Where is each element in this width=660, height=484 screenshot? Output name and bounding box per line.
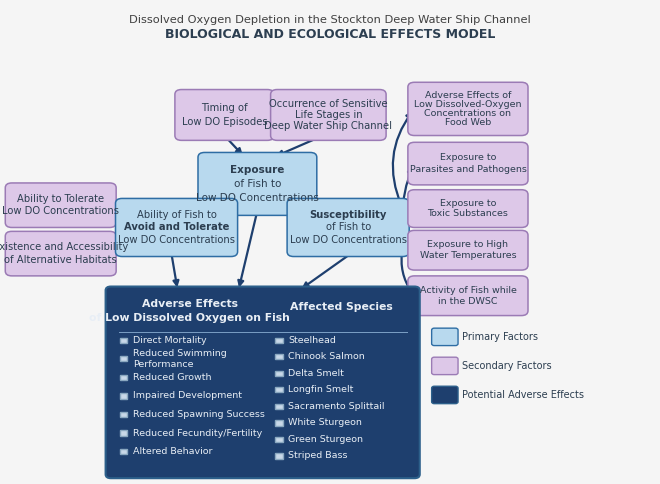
Bar	[275, 354, 282, 360]
FancyBboxPatch shape	[408, 230, 528, 270]
Bar	[275, 338, 282, 343]
Text: Exposure to High: Exposure to High	[428, 241, 508, 249]
Text: Direct Mortality: Direct Mortality	[133, 336, 207, 345]
Text: Exposure to: Exposure to	[440, 153, 496, 162]
Text: Occurrence of Sensitive: Occurrence of Sensitive	[269, 99, 387, 109]
Text: Life Stages in: Life Stages in	[294, 110, 362, 120]
FancyBboxPatch shape	[106, 287, 420, 478]
Text: Deep Water Ship Channel: Deep Water Ship Channel	[265, 121, 392, 131]
Text: Affected Species: Affected Species	[290, 302, 393, 312]
FancyBboxPatch shape	[408, 190, 528, 227]
FancyBboxPatch shape	[5, 183, 116, 227]
Text: Water Temperatures: Water Temperatures	[420, 251, 516, 260]
Text: Reduced Fecundity/Fertility: Reduced Fecundity/Fertility	[133, 428, 262, 438]
Bar	[120, 393, 127, 399]
FancyBboxPatch shape	[115, 198, 238, 257]
Text: Striped Bass: Striped Bass	[288, 452, 347, 460]
FancyBboxPatch shape	[432, 357, 458, 375]
FancyBboxPatch shape	[271, 90, 386, 140]
Text: Low DO Concentrations: Low DO Concentrations	[118, 235, 235, 245]
FancyBboxPatch shape	[432, 386, 458, 404]
Bar	[275, 420, 282, 425]
Text: Reduced Growth: Reduced Growth	[133, 373, 211, 382]
Bar	[120, 375, 127, 380]
Text: of Fish to: of Fish to	[234, 179, 281, 189]
Bar	[120, 356, 127, 362]
Text: in the DWSC: in the DWSC	[438, 297, 498, 305]
Text: Exposure: Exposure	[230, 165, 284, 175]
Text: Altered Behavior: Altered Behavior	[133, 447, 212, 456]
Text: Activity of Fish while: Activity of Fish while	[420, 286, 516, 295]
Text: Chinook Salmon: Chinook Salmon	[288, 352, 364, 361]
Text: Low DO Concentrations: Low DO Concentrations	[290, 235, 407, 245]
Bar	[120, 338, 127, 343]
FancyBboxPatch shape	[432, 328, 458, 346]
Text: Low Dissolved-Oxygen: Low Dissolved-Oxygen	[414, 100, 521, 109]
Bar	[275, 437, 282, 442]
Text: Low DO Episodes: Low DO Episodes	[182, 117, 267, 127]
Bar	[275, 371, 282, 376]
Text: of Fish to: of Fish to	[325, 223, 371, 232]
Bar	[275, 404, 282, 409]
Bar	[120, 412, 127, 417]
Text: Impaired Development: Impaired Development	[133, 392, 242, 400]
FancyBboxPatch shape	[408, 82, 528, 136]
Text: Parasites and Pathogens: Parasites and Pathogens	[409, 165, 527, 174]
Text: Steelhead: Steelhead	[288, 336, 336, 345]
Text: Toxic Substances: Toxic Substances	[428, 209, 508, 218]
Text: Exposure to: Exposure to	[440, 199, 496, 208]
Text: Potential Adverse Effects: Potential Adverse Effects	[462, 390, 584, 400]
Text: Green Sturgeon: Green Sturgeon	[288, 435, 363, 444]
FancyBboxPatch shape	[287, 198, 409, 257]
FancyBboxPatch shape	[408, 142, 528, 185]
Text: Avoid and Tolerate: Avoid and Tolerate	[124, 223, 229, 232]
Text: Delta Smelt: Delta Smelt	[288, 369, 344, 378]
Text: Reduced Spawning Success: Reduced Spawning Success	[133, 410, 265, 419]
Text: White Sturgeon: White Sturgeon	[288, 418, 362, 427]
Text: Longfin Smelt: Longfin Smelt	[288, 385, 353, 394]
FancyBboxPatch shape	[408, 276, 528, 316]
FancyBboxPatch shape	[175, 90, 274, 140]
Text: Low DO Concentrations: Low DO Concentrations	[2, 207, 119, 216]
Text: Low DO Concentrations: Low DO Concentrations	[196, 193, 319, 203]
Bar	[120, 449, 127, 454]
Bar	[275, 454, 282, 459]
Text: Primary Factors: Primary Factors	[462, 332, 538, 342]
Text: Sacramento Splittail: Sacramento Splittail	[288, 402, 384, 411]
Text: Dissolved Oxygen Depletion in the Stockton Deep Water Ship Channel: Dissolved Oxygen Depletion in the Stockt…	[129, 15, 531, 26]
Text: Reduced Swimming
Performance: Reduced Swimming Performance	[133, 349, 226, 368]
FancyBboxPatch shape	[5, 231, 116, 276]
Text: Secondary Factors: Secondary Factors	[462, 361, 552, 371]
Text: Susceptibility: Susceptibility	[310, 210, 387, 220]
Text: Timing of: Timing of	[201, 103, 248, 113]
Text: Concentrations on: Concentrations on	[424, 109, 512, 118]
Text: BIOLOGICAL AND ECOLOGICAL EFFECTS MODEL: BIOLOGICAL AND ECOLOGICAL EFFECTS MODEL	[165, 28, 495, 41]
Text: of Alternative Habitats: of Alternative Habitats	[5, 255, 117, 265]
Text: of Low Dissolved Oxygen on Fish: of Low Dissolved Oxygen on Fish	[89, 313, 290, 323]
Text: Ability of Fish to: Ability of Fish to	[137, 210, 216, 220]
Text: Food Web: Food Web	[445, 118, 491, 127]
Text: Adverse Effects: Adverse Effects	[142, 299, 238, 309]
Text: Existence and Accessibility: Existence and Accessibility	[0, 242, 128, 252]
Text: Ability to Tolerate: Ability to Tolerate	[17, 194, 104, 204]
Bar	[275, 387, 282, 393]
Text: Adverse Effects of: Adverse Effects of	[425, 91, 511, 100]
FancyBboxPatch shape	[198, 152, 317, 215]
Bar	[120, 430, 127, 436]
